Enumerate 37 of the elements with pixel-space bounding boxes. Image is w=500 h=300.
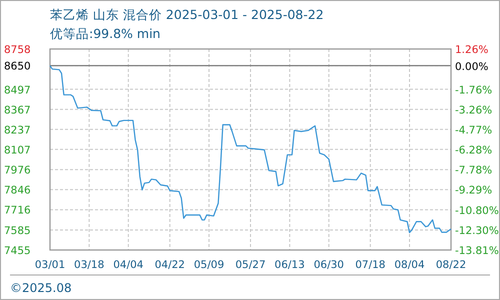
y-tick-label: 8758: [4, 44, 31, 56]
y2-tick-label: -3.26%: [455, 104, 492, 116]
text: ©2025.08: [10, 281, 72, 295]
y2-tick-label: -6.28%: [455, 144, 492, 157]
y2-tick-label: -4.77%: [455, 124, 492, 136]
chart-title: 苯乙烯 山东 混合价 2025-03-01 - 2025-08-22: [50, 7, 324, 22]
y2-tick-label: -12.30%: [455, 224, 499, 237]
x-tick-label: 08/04: [394, 259, 425, 271]
y2-tick-label: 0.00%: [455, 60, 488, 73]
y-tick-label: 8367: [4, 104, 31, 116]
line-series: [49, 65, 452, 234]
x-tick-label: 04/04: [113, 259, 144, 271]
y2-tick-label: 1.26%: [455, 44, 488, 56]
y-tick-label: 7976: [4, 164, 32, 177]
x-tick-label: 03/01: [34, 259, 66, 271]
x-tick-label: 08/22: [436, 259, 466, 271]
x-tick-label: 06/30: [314, 259, 344, 271]
x-tick-label: 05/09: [194, 259, 224, 271]
y-tick-label: 7716: [4, 204, 32, 217]
y-tick-label: 8650: [4, 60, 31, 73]
y2-tick-label: -9.29%: [455, 184, 492, 197]
y2-tick-label: -7.78%: [455, 164, 492, 177]
x-tick-label: 06/13: [274, 259, 305, 271]
x-tick-label: 04/22: [154, 259, 185, 271]
y2-tick-label: -13.81%: [455, 245, 499, 257]
y2-tick-label: -1.76%: [455, 84, 492, 96]
y-tick-label: 7585: [4, 224, 31, 237]
x-tick-label: 05/27: [235, 259, 266, 271]
x-tick-label: 07/18: [355, 259, 386, 271]
chart-subtitle: 优等品:99.8% min: [50, 26, 160, 41]
x-tick-label: 03/18: [74, 259, 104, 271]
y-tick-label: 7846: [4, 184, 32, 197]
y-tick-label: 8107: [4, 144, 31, 156]
y-tick-label: 7455: [4, 245, 31, 257]
y-tick-label: 8497: [4, 84, 31, 96]
y2-tick-label: -10.80%: [455, 204, 499, 217]
y-tick-label: 8237: [4, 124, 31, 136]
